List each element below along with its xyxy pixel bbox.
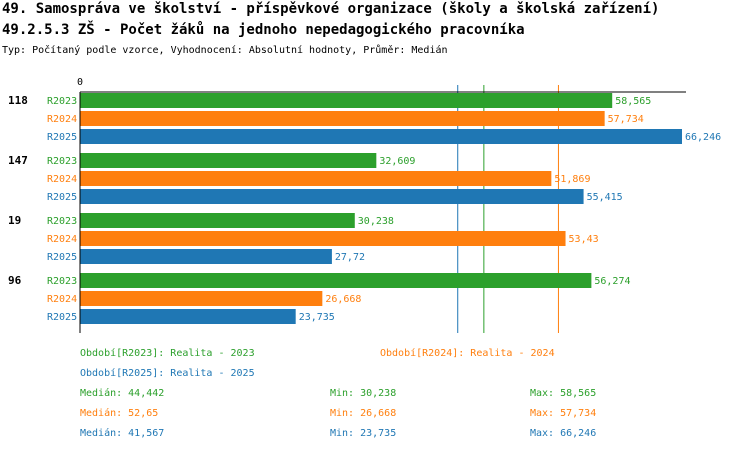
- stat-median-r2024: Medián: 52,65: [80, 408, 159, 419]
- series-label-r2023: R2023: [47, 96, 77, 107]
- bar-96-r2025: [80, 309, 296, 324]
- bar-19-r2023: [80, 213, 355, 228]
- value-label-96-r2023: 56,274: [594, 276, 630, 287]
- series-label-r2024: R2024: [47, 234, 77, 245]
- bar-96-r2023: [80, 273, 592, 288]
- series-label-r2024: R2024: [47, 114, 77, 125]
- series-label-r2025: R2025: [47, 252, 77, 263]
- bar-chart: 118 R2023 58,565 R2024 57,734 R2025 66,246 147 R…: [8, 77, 721, 333]
- series-label-r2023: R2023: [47, 276, 77, 287]
- stat-median-r2023: Medián: 44,442: [80, 388, 165, 399]
- stat-median-r2025: Medián: 41,567: [80, 428, 165, 439]
- value-label-96-r2025: 23,735: [299, 312, 335, 323]
- bar-19-r2025: [80, 249, 332, 264]
- stat-min-r2025: Min: 23,735: [330, 428, 397, 439]
- category-label-19: 19: [8, 214, 21, 227]
- bar-147-r2025: [80, 189, 584, 204]
- value-label-19-r2023: 30,238: [358, 216, 394, 227]
- series-label-r2023: R2023: [47, 156, 77, 167]
- chart-title-line2: 49.2.5.3 ZŠ - Počet žáků na jednoho nepe…: [2, 22, 525, 38]
- series-label-r2025: R2025: [47, 132, 77, 143]
- value-label-118-r2023: 58,565: [615, 96, 651, 107]
- legend-period-r2024: Období[R2024]: Realita - 2024: [380, 348, 555, 359]
- series-label-r2023: R2023: [47, 216, 77, 227]
- value-label-19-r2025: 27,72: [335, 252, 365, 263]
- value-label-118-r2025: 66,246: [685, 132, 721, 143]
- bar-118-r2024: [80, 111, 605, 126]
- value-label-96-r2024: 26,668: [325, 294, 361, 305]
- chart-title-line1: 49. Samospráva ve školství - příspěvkové…: [2, 1, 660, 17]
- category-label-147: 147: [8, 154, 28, 167]
- series-label-r2024: R2024: [47, 294, 77, 305]
- stat-max-r2024: Max: 57,734: [530, 408, 597, 419]
- series-label-r2024: R2024: [47, 174, 77, 185]
- stat-min-r2023: Min: 30,238: [330, 388, 397, 399]
- series-label-r2025: R2025: [47, 312, 77, 323]
- category-label-118: 118: [8, 94, 28, 107]
- value-label-19-r2024: 53,43: [569, 234, 599, 245]
- legend-period-r2025: Období[R2025]: Realita - 2025: [80, 368, 255, 379]
- stat-min-r2024: Min: 26,668: [330, 408, 397, 419]
- bar-147-r2023: [80, 153, 377, 168]
- category-label-96: 96: [8, 274, 22, 287]
- chart-subtitle: Typ: Počítaný podle vzorce, Vyhodnocení:…: [2, 45, 448, 56]
- bar-147-r2024: [80, 171, 552, 186]
- value-label-118-r2024: 57,734: [608, 114, 644, 125]
- legend-period-r2023: Období[R2023]: Realita - 2023: [80, 348, 255, 359]
- bar-118-r2025: [80, 129, 682, 144]
- value-label-147-r2025: 55,415: [587, 192, 623, 203]
- stat-max-r2025: Max: 66,246: [530, 428, 597, 439]
- series-label-r2025: R2025: [47, 192, 77, 203]
- bar-96-r2024: [80, 291, 323, 306]
- x-axis-zero-label: 0: [77, 77, 83, 88]
- stat-max-r2023: Max: 58,565: [530, 388, 597, 399]
- bar-19-r2024: [80, 231, 566, 246]
- value-label-147-r2024: 51,869: [554, 174, 590, 185]
- bar-118-r2023: [80, 93, 613, 108]
- value-label-147-r2023: 32,609: [379, 156, 415, 167]
